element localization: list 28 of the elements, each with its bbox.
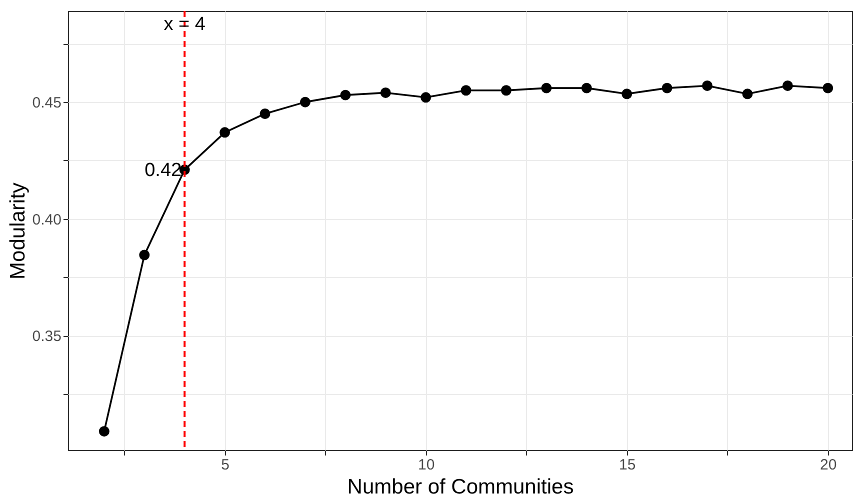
point <box>98 426 110 437</box>
y-axis-title: Modularity <box>6 182 30 280</box>
point <box>420 92 432 103</box>
point <box>702 80 713 91</box>
y-tick-label: 0.45 <box>32 94 62 112</box>
point <box>260 108 270 119</box>
x-axis-title: Number of Communities <box>347 476 574 498</box>
x-tick-label: 10 <box>418 456 435 474</box>
point <box>460 85 472 96</box>
point <box>139 250 150 260</box>
point <box>300 96 310 108</box>
x-tick-label: 20 <box>820 456 837 474</box>
x-tick-label: 5 <box>221 456 230 474</box>
point <box>581 82 592 94</box>
point <box>662 82 672 94</box>
point <box>340 90 351 100</box>
y-tick-label: 0.35 <box>32 328 62 346</box>
point <box>622 88 632 100</box>
y-tick-label: 0.40 <box>32 211 62 228</box>
point <box>220 127 230 138</box>
x-tick-label: 15 <box>619 456 636 474</box>
point <box>822 82 834 94</box>
point <box>782 80 793 91</box>
point <box>541 82 552 94</box>
annotation: 0.42 <box>144 160 182 181</box>
point <box>742 88 753 100</box>
point <box>500 85 512 96</box>
point <box>380 87 391 98</box>
